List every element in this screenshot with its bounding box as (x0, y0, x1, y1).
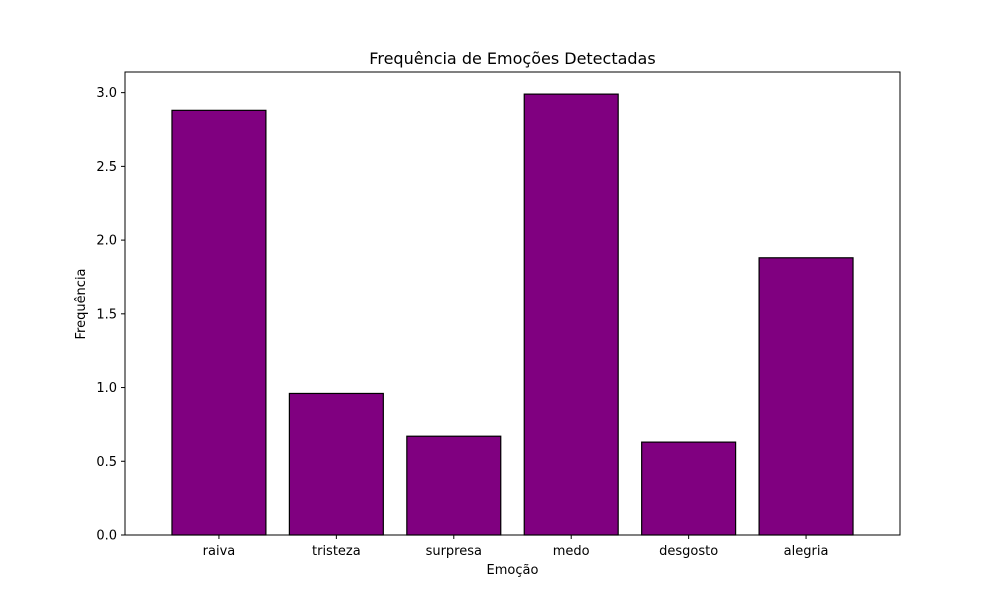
y-tick-label: 2.5 (96, 160, 117, 175)
bars-group (171, 93, 854, 536)
y-tick-label: 0.5 (96, 455, 117, 470)
plot-area-frame (124, 71, 901, 536)
bar-raiva (171, 109, 267, 536)
x-tick-label: alegria (784, 544, 829, 559)
y-tick-label: 1.0 (96, 381, 117, 396)
x-tick-label: surpresa (426, 544, 482, 559)
x-tick-label: raiva (203, 544, 236, 559)
y-tick-label: 2.0 (96, 234, 117, 249)
x-tick-label: tristeza (312, 544, 361, 559)
y-axis-ticks: 0.0 0.5 1.0 1.5 2.0 2.5 3.0 (96, 86, 125, 544)
y-tick-label: 1.5 (96, 307, 117, 322)
x-tick-label: medo (553, 544, 590, 559)
bar-desgosto (641, 441, 737, 536)
bar-tristeza (288, 392, 384, 536)
bar-surpresa (406, 435, 502, 536)
chart-title: Frequência de Emoções Detectadas (369, 49, 655, 68)
y-tick-label: 3.0 (96, 86, 117, 101)
x-tick-label: desgosto (659, 544, 718, 559)
y-axis-label: Frequência (74, 268, 89, 339)
bar-alegria (758, 257, 854, 536)
x-axis-ticks: raiva tristeza surpresa medo desgosto alegria (203, 535, 829, 559)
bar-medo (523, 93, 619, 536)
x-axis-label: Emoção (487, 563, 539, 578)
y-tick-label: 0.0 (96, 529, 117, 544)
